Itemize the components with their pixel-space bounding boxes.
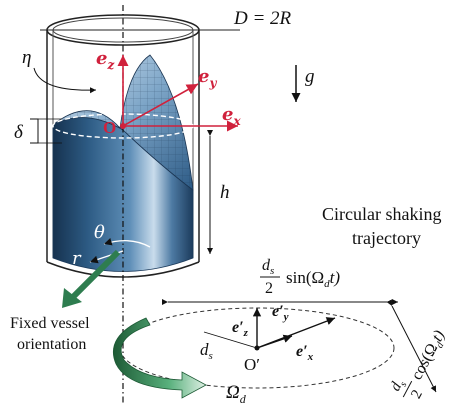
fixed-vessel-line1: Fixed vessel [10, 315, 90, 332]
eta-label: η [22, 47, 31, 68]
ez-label: ez [96, 48, 115, 72]
ds-label: ds [200, 340, 213, 362]
ex-label: ex [222, 104, 241, 128]
ex-prime-label: e′x [296, 343, 314, 363]
diameter-label: D = 2R [233, 8, 292, 29]
sin-term: sin(Ωdt) [286, 268, 340, 290]
ey-label: ey [198, 66, 217, 90]
cos-term-group: ds 2 cos(Ωdt) [387, 328, 451, 402]
h-label: h [220, 182, 230, 203]
svg-text:2: 2 [408, 387, 426, 401]
sin-frac-num: ds [262, 257, 274, 277]
fixed-orientation-arrow [62, 249, 121, 308]
eta-leader [33, 67, 97, 94]
fixed-vessel-line2: orientation [17, 336, 86, 353]
trajectory-line1: Circular shaking [322, 204, 441, 224]
primed-axes [252, 308, 336, 351]
delta-label: δ [14, 122, 24, 143]
svg-text:cos(Ωdt): cos(Ωdt) [408, 328, 451, 384]
rotation-arrow [112, 317, 207, 399]
origin-prime-label: O′ [244, 355, 260, 374]
g-label: g [305, 66, 315, 87]
omega-label: Ωd [226, 382, 247, 406]
sin-frac-den: 2 [265, 280, 273, 297]
r-label: r [72, 248, 82, 269]
delta-brace [30, 118, 39, 144]
theta-arc [103, 237, 151, 248]
ds-radius [203, 331, 258, 349]
ez-prime-label: e′z [232, 319, 249, 339]
trajectory-line2: trajectory [352, 228, 421, 248]
ey-prime-label: e′y [272, 303, 289, 323]
theta-label: θ [94, 222, 105, 243]
body-axes [117, 55, 238, 132]
origin-label: O [103, 118, 116, 137]
cos-dimension [386, 299, 437, 393]
